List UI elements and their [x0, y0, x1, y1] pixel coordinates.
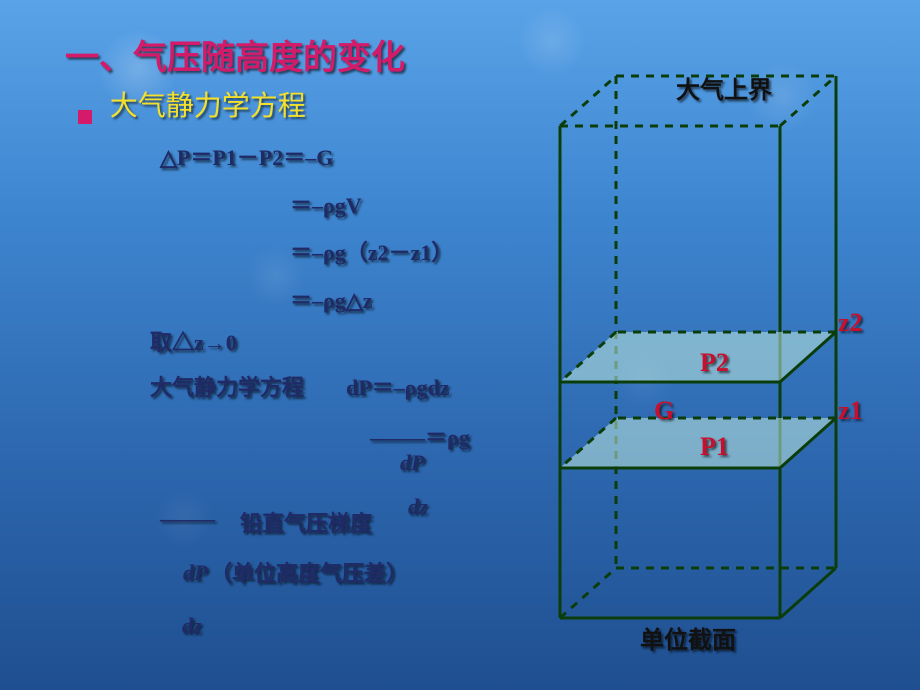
label-top: 大气上界 — [676, 70, 772, 105]
prism-diagram — [0, 0, 920, 690]
label-G: G — [654, 396, 674, 426]
label-z1: z1 — [838, 396, 863, 426]
label-P2: P2 — [700, 348, 729, 378]
label-z2: z2 — [838, 308, 863, 338]
label-P1: P1 — [700, 432, 729, 462]
label-bottom: 单位截面 — [640, 620, 736, 655]
slide: 一、气压随高度的变化 大气静力学方程 △P＝P1－P2＝–G ＝–ρgV ＝–ρ… — [0, 0, 920, 690]
